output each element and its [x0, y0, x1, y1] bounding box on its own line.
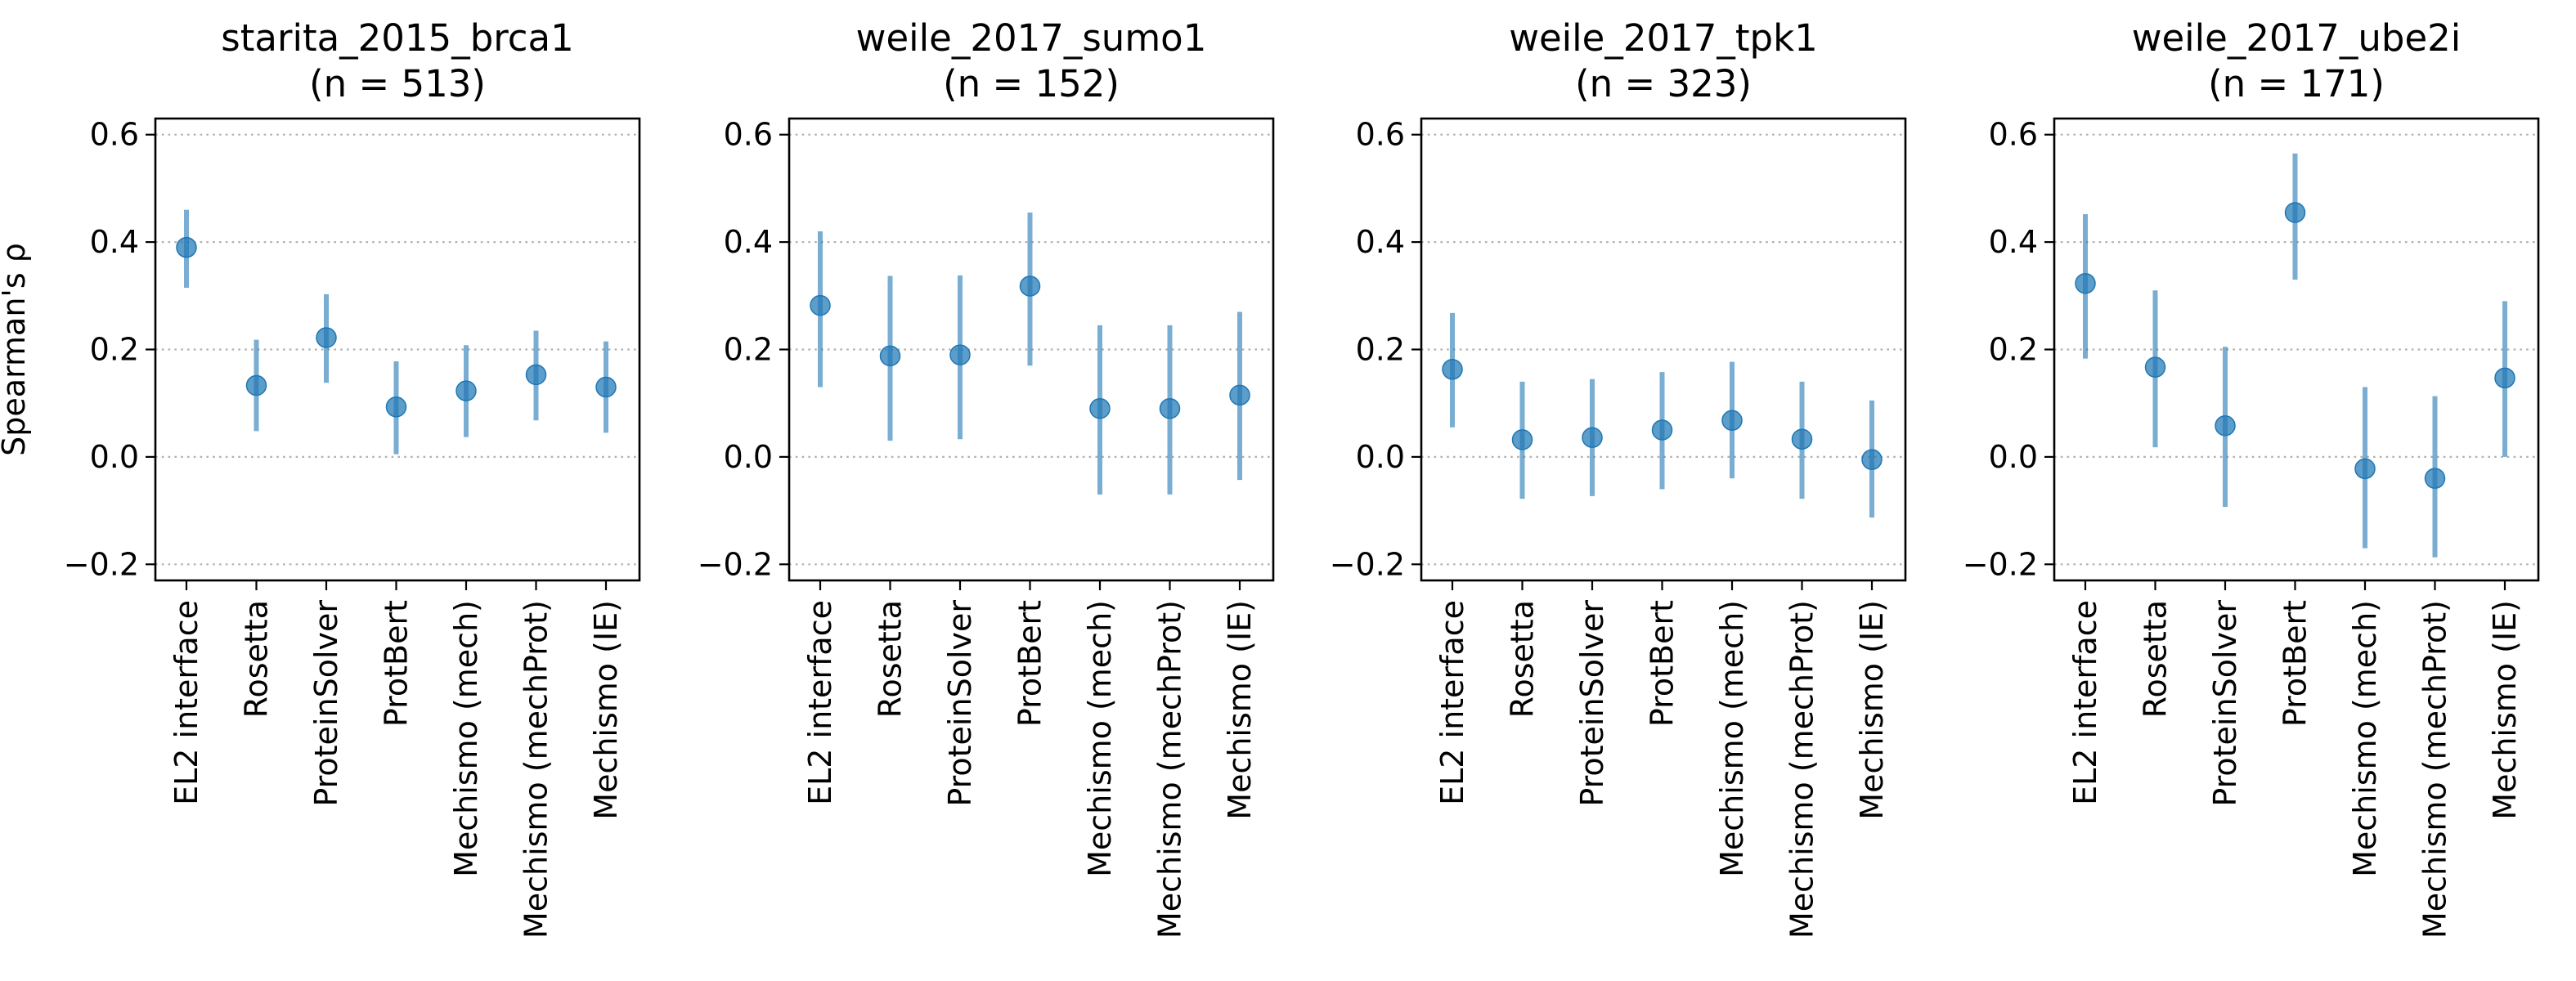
x-tick-label: ProtBert — [379, 600, 415, 727]
plot-frame — [2053, 117, 2540, 582]
x-tick-label: ProteinSolver — [308, 600, 344, 807]
x-tick-label: EL2 interface — [802, 600, 838, 805]
panel-title: weile_2017_tpk1 — [1509, 16, 1818, 60]
data-point — [2494, 367, 2515, 389]
x-tick-label: Rosetta — [2138, 600, 2174, 718]
x-tick-label: Mechismo (IE) — [1222, 600, 1258, 820]
y-tick-label: 0.0 — [1356, 439, 1405, 475]
x-tick-label: Mechismo (IE) — [1854, 600, 1890, 820]
y-tick-label: 0.0 — [1989, 439, 2038, 475]
y-tick-label: −0.2 — [64, 546, 139, 582]
plot-frame — [154, 117, 641, 582]
data-point — [1721, 410, 1743, 431]
data-point — [385, 396, 407, 418]
y-tick-label: −0.2 — [1963, 546, 2038, 582]
y-tick-label: 0.2 — [724, 332, 773, 368]
x-tick-label: ProtBert — [1012, 600, 1048, 727]
panel-subtitle: (n = 513) — [309, 62, 486, 105]
data-point — [2284, 202, 2306, 223]
data-point — [1229, 384, 1250, 406]
data-point — [1791, 428, 1813, 450]
data-point — [2144, 356, 2166, 378]
x-tick-label: Rosetta — [1505, 600, 1541, 718]
y-tick-label: 0.0 — [90, 439, 139, 475]
panel-subtitle: (n = 323) — [1575, 62, 1752, 105]
data-point — [595, 376, 617, 398]
x-tick-label: ProteinSolver — [2207, 600, 2243, 807]
x-tick-label: Mechismo (mechProt) — [1784, 600, 1820, 938]
y-tick-label: −0.2 — [1330, 546, 1405, 582]
y-tick-label: 0.6 — [1356, 117, 1405, 153]
data-point — [1511, 429, 1533, 450]
data-point — [245, 374, 267, 396]
y-tick-label: 0.4 — [1989, 224, 2038, 260]
data-point — [1089, 398, 1111, 419]
plot-frame — [1420, 117, 1907, 582]
x-tick-label: Rosetta — [239, 600, 275, 718]
y-tick-label: 0.4 — [1356, 224, 1405, 260]
data-point — [1651, 419, 1673, 441]
y-tick-label: −0.2 — [698, 546, 773, 582]
x-tick-label: Mechismo (IE) — [2487, 600, 2523, 820]
panel-1: starita_2015_brca1(n = 513) −0.2 0.0 0.2 0.4… — [0, 16, 641, 938]
y-tick-label: 0.2 — [1989, 332, 2038, 368]
panel-title: starita_2015_brca1 — [221, 16, 573, 60]
data-point — [2424, 468, 2446, 489]
data-point — [1159, 398, 1181, 419]
x-tick-label: ProtBert — [2278, 600, 2313, 727]
y-tick-label: 0.6 — [724, 117, 773, 153]
x-tick-label: Mechismo (mechProt) — [1152, 600, 1188, 938]
y-axis-label: Spearman's ρ — [0, 243, 32, 456]
data-point — [1019, 275, 1041, 297]
data-point — [1582, 427, 1603, 448]
x-tick-label: ProteinSolver — [1574, 600, 1610, 807]
data-point — [879, 345, 901, 367]
x-tick-label: Mechismo (mech) — [2347, 600, 2383, 877]
y-tick-label: 0.2 — [90, 332, 139, 368]
panel-subtitle: (n = 152) — [943, 62, 1120, 105]
x-tick-label: EL2 interface — [2067, 600, 2103, 805]
y-tick-label: 0.4 — [724, 224, 773, 260]
data-point — [1861, 449, 1883, 470]
data-point — [2354, 458, 2376, 480]
panel-4: weile_2017_ube2i(n = 171) −0.2 0.0 0.2 0.4 0.… — [1963, 16, 2540, 938]
y-tick-label: 0.6 — [1989, 117, 2038, 153]
data-point — [456, 380, 477, 401]
x-tick-label: Mechismo (IE) — [588, 600, 624, 820]
x-tick-label: Mechismo (mech) — [448, 600, 484, 877]
y-tick-label: 0.4 — [90, 224, 139, 260]
panels: starita_2015_brca1(n = 513) −0.2 0.0 0.2 0.4… — [0, 16, 2540, 938]
x-tick-label: Mechismo (mechProt) — [2417, 600, 2453, 938]
data-point — [525, 364, 547, 386]
x-tick-label: EL2 interface — [1434, 600, 1470, 805]
data-point — [316, 327, 337, 348]
x-tick-label: Mechismo (mechProt) — [518, 600, 554, 938]
panel-title: weile_2017_ube2i — [2132, 16, 2462, 60]
x-tick-label: Rosetta — [873, 600, 909, 718]
x-tick-label: EL2 interface — [168, 600, 204, 805]
data-point — [176, 236, 197, 258]
data-point — [810, 294, 831, 316]
panel-subtitle: (n = 171) — [2208, 62, 2385, 105]
x-tick-label: Mechismo (mech) — [1714, 600, 1750, 877]
y-tick-label: 0.0 — [724, 439, 773, 475]
data-point — [2215, 415, 2236, 437]
panel-2: weile_2017_sumo1(n = 152) −0.2 0.0 0.2 0.4 0.… — [698, 16, 1275, 938]
y-tick-label: 0.6 — [90, 117, 139, 153]
x-tick-label: Mechismo (mech) — [1082, 600, 1118, 877]
plot-frame — [788, 117, 1275, 582]
panel-title: weile_2017_sumo1 — [856, 16, 1207, 60]
data-point — [2075, 272, 2096, 294]
y-tick-label: 0.2 — [1356, 332, 1405, 368]
data-point — [949, 344, 971, 365]
panel-3: weile_2017_tpk1(n = 323) −0.2 0.0 0.2 0.4 0.6… — [1330, 16, 1907, 938]
x-tick-label: ProteinSolver — [942, 600, 978, 807]
x-tick-label: ProtBert — [1645, 600, 1681, 727]
data-point — [1442, 359, 1463, 380]
